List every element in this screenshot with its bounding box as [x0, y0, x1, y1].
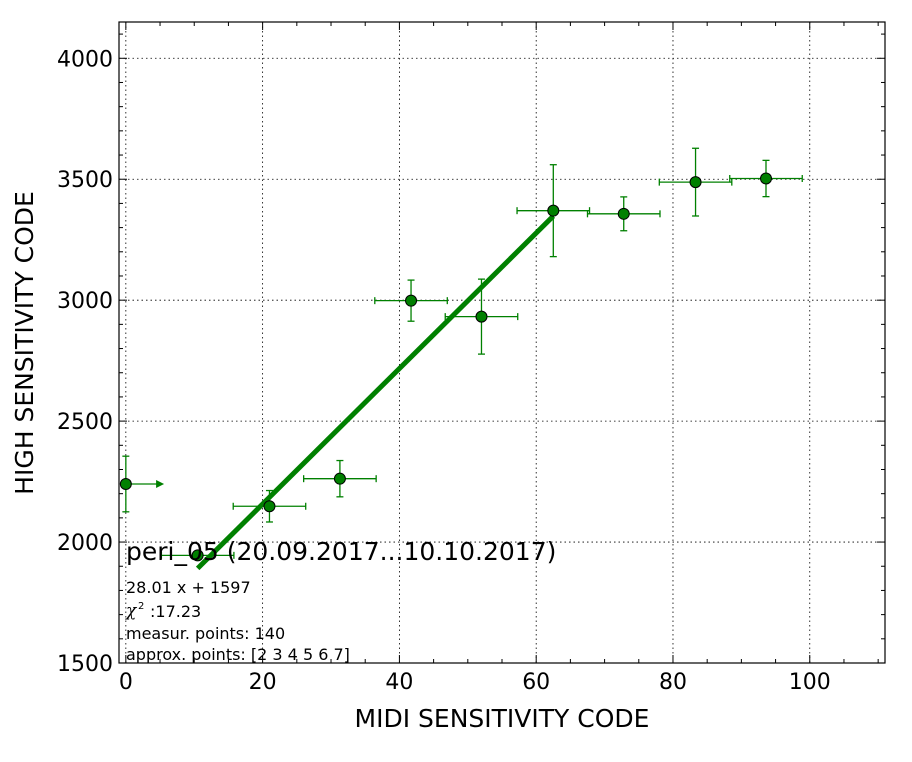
data-point [689, 176, 702, 189]
data-point [547, 204, 560, 217]
data-point [333, 472, 346, 485]
data-point [263, 500, 276, 513]
data-point [119, 478, 132, 491]
y-tick-label: 2000 [57, 531, 113, 556]
error-bars [122, 147, 803, 559]
y-tick-label: 3000 [57, 289, 113, 314]
y-tick-label: 2500 [57, 410, 113, 435]
x-axis-title: MIDI SENSITIVITY CODE [355, 704, 650, 733]
fit-line-group [195, 214, 556, 571]
data-point [759, 172, 772, 185]
data-point [405, 294, 418, 307]
data-points [119, 172, 772, 562]
data-point [191, 549, 204, 562]
annotation-box: peri_05 (20.09.2017...10.10.2017) 28.01 … [125, 537, 556, 664]
x-limit-arrow [156, 480, 165, 489]
tick-labels: 0 20 40 60 80 100 1500 2000 2500 3000 3500 4000 [57, 47, 831, 695]
grid [119, 22, 885, 663]
plot-frame [118, 21, 886, 664]
fit-line [195, 214, 556, 571]
chi2-symbol: χ [125, 601, 138, 621]
chi2-value: :17.23 [150, 602, 201, 621]
annotation-chi2: χ 2 :17.23 [125, 601, 201, 621]
annotation-measur-points: measur. points: 140 [126, 624, 285, 643]
x-tick-label: 100 [789, 670, 831, 695]
x-tick-label: 60 [522, 670, 550, 695]
x-tick-label: 20 [249, 670, 277, 695]
x-tick-label: 0 [119, 670, 133, 695]
y-tick-label: 4000 [57, 47, 113, 72]
annotation-title: peri_05 (20.09.2017...10.10.2017) [126, 537, 556, 566]
axis-ticks [119, 22, 885, 664]
y-tick-label: 1500 [57, 652, 113, 677]
x-tick-label: 80 [659, 670, 687, 695]
data-point [475, 310, 488, 323]
data-point [617, 207, 630, 220]
x-tick-label: 40 [385, 670, 413, 695]
annotation-equation: 28.01 x + 1597 [126, 578, 251, 597]
y-axis-title: HIGH SENSITIVITY CODE [10, 191, 39, 495]
chi2-superscript: 2 [138, 601, 144, 612]
annotation-approx-points: approx. points: [2 3 4 5 6 7] [126, 645, 350, 664]
y-tick-label: 3500 [57, 168, 113, 193]
